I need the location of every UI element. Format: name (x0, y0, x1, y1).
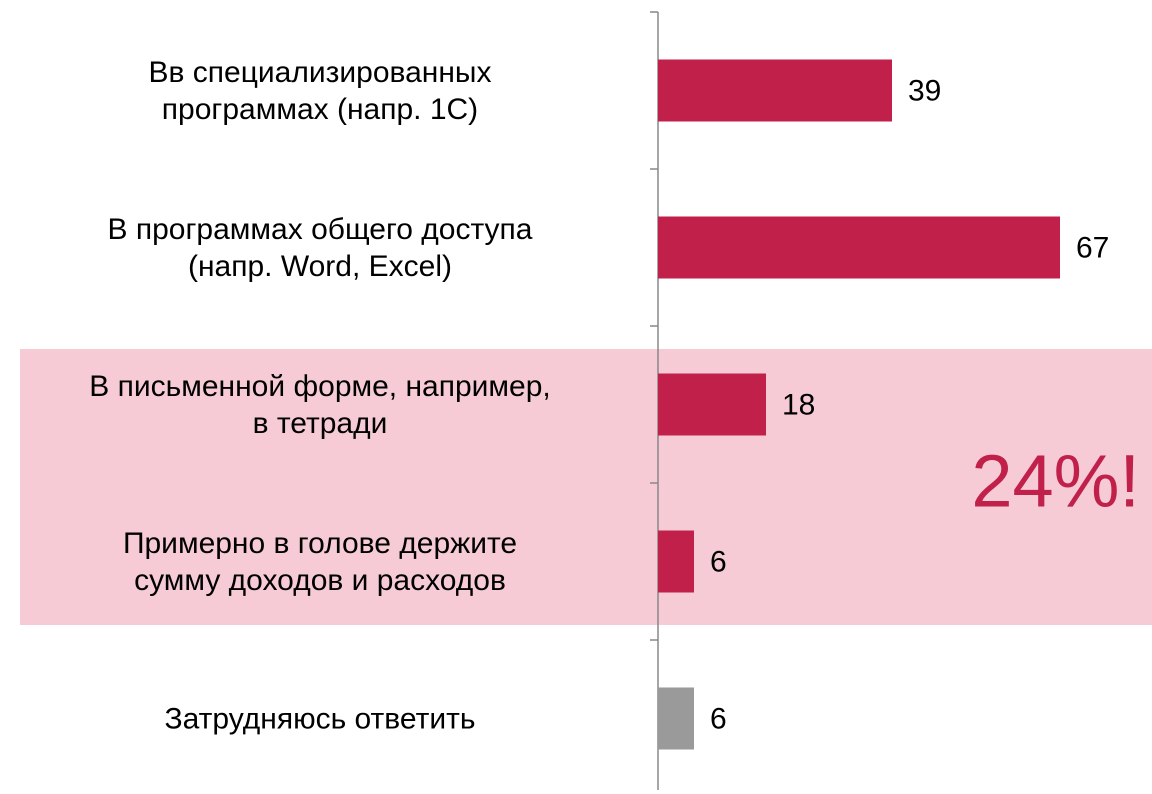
annotation: 24%! (971, 440, 1140, 523)
value-label: 6 (710, 545, 727, 578)
bar (658, 373, 766, 436)
bar (658, 530, 694, 593)
value-label: 6 (710, 702, 727, 735)
category-label: Вв специализированных программах (напр. … (148, 55, 492, 126)
bar (658, 216, 1060, 279)
value-label: 18 (782, 388, 815, 421)
value-label: 67 (1076, 231, 1109, 264)
bar (658, 687, 694, 750)
bar (658, 59, 892, 122)
category-label: В программах общего доступа (напр. Word,… (107, 212, 533, 283)
category-label: Примерно в голове держите сумму доходов … (122, 526, 518, 597)
category-label: В письменной форме, например, в тетради (89, 369, 551, 440)
category-label: Затрудняюсь ответить (164, 702, 476, 735)
value-label: 39 (908, 74, 941, 107)
highlight-band (20, 349, 1152, 625)
